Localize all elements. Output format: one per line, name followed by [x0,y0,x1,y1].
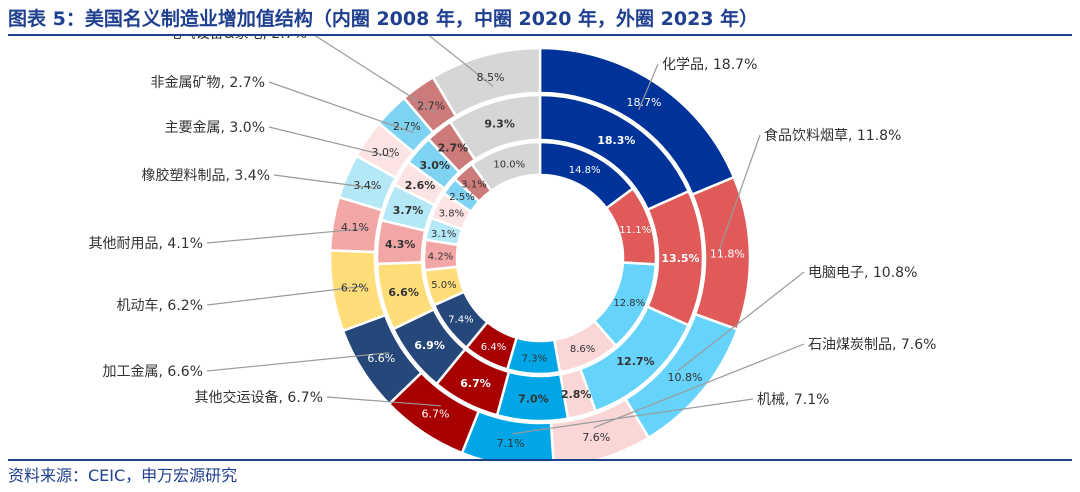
value-label-2023-6: 6.7% [422,408,450,421]
value-label-2020-5: 7.0% [518,392,549,405]
value-label-2023-11: 3.0% [372,146,400,159]
value-label-2023-14: 8.5% [477,71,505,84]
value-label-2020-7: 6.9% [414,339,445,352]
value-label-2008-7: 7.4% [448,314,473,325]
leader-line-12 [268,81,414,134]
category-label-13: 电气设备&家电, 2.7% [168,36,307,42]
value-label-2020-10: 3.7% [393,204,424,217]
leader-line-4 [593,343,805,429]
leader-line-9 [206,228,365,244]
value-label-2008-13: 3.1% [461,180,486,191]
value-label-2020-9: 4.3% [385,238,416,251]
source-note: 资料来源：CEIC，申万宏源研究 [8,466,238,485]
category-label-1: 化学品, 18.7% [662,57,757,73]
category-label-2: 食品饮料烟草, 11.8% [764,127,901,144]
value-label-2023-9: 4.1% [341,221,369,234]
value-label-2008-14: 10.0% [493,159,525,170]
value-label-2020-6: 6.7% [460,377,491,390]
value-label-2008-1: 14.8% [569,165,601,176]
value-label-2008-2: 11.1% [619,225,651,236]
leader-line-1 [638,63,659,111]
source-rule [8,459,1072,461]
value-label-2023-5: 7.1% [497,437,525,450]
leader-line-3 [677,271,805,372]
leader-line-14 [428,36,494,87]
title-rule [8,34,1072,36]
category-label-5: 机械, 7.1% [757,392,829,408]
value-label-2020-12: 3.0% [419,159,450,172]
category-label-7: 加工金属, 6.6% [103,364,203,380]
value-label-2020-11: 2.6% [405,179,436,192]
leader-line-6 [326,396,441,407]
value-label-2023-8: 6.2% [341,282,369,295]
slice-2020-14 [448,93,542,162]
category-label-9: 其他耐用品, 4.1% [89,236,203,252]
leader-line-10 [273,174,377,190]
value-label-2023-4: 7.6% [582,431,610,444]
value-label-2023-13: 2.7% [417,99,445,112]
value-label-2008-10: 3.1% [431,229,456,240]
value-label-2008-5: 7.3% [522,353,547,364]
value-label-2023-3: 10.8% [668,371,703,384]
leader-line-7 [206,352,390,372]
value-label-2023-2: 11.8% [710,248,745,261]
category-label-8: 机动车, 6.2% [117,297,203,314]
value-label-2008-12: 2.5% [449,192,474,203]
slice-2008-14 [470,140,542,193]
donut-chart: 14.8% 11.1% 12.8% 8.6% 7.3% 6.4% 7.4% 5.0% 4.2% 3… [89,36,936,459]
value-label-2023-12: 2.7% [393,120,421,133]
value-label-2008-6: 6.4% [481,342,506,353]
value-label-2020-3: 12.7% [616,355,654,368]
value-label-2020-8: 6.6% [388,286,419,299]
leader-line-2 [717,134,761,254]
value-label-2023-10: 3.4% [353,179,381,192]
chart-title: 图表 5：美国名义制造业增加值结构（内圈 2008 年，中圈 2020 年，外圈… [8,8,759,30]
value-label-2020-14: 9.3% [484,117,515,130]
category-label-10: 橡胶塑料制品, 3.4% [142,167,270,184]
value-label-2008-11: 3.8% [439,209,464,220]
value-label-2008-8: 5.0% [431,280,456,291]
category-label-11: 主要金属, 3.0% [165,120,265,136]
leader-line-13 [314,36,437,114]
category-label-4: 石油煤炭制品, 7.6% [808,337,936,353]
category-label-12: 非金属矿物, 2.7% [151,75,265,91]
value-label-2020-4: 2.8% [561,388,592,401]
value-label-2008-9: 4.2% [428,251,453,262]
leader-line-5 [512,398,754,435]
value-label-2008-3: 12.8% [613,298,645,309]
slice-2023-14 [431,46,542,118]
category-label-6: 其他交运设备, 6.7% [195,389,323,406]
value-label-2023-1: 18.7% [627,96,662,109]
value-label-2008-4: 8.6% [570,344,595,355]
leader-line-8 [206,285,365,306]
value-label-2020-2: 13.5% [661,252,699,265]
value-label-2020-1: 18.3% [597,134,635,147]
value-label-2023-7: 6.6% [367,352,395,365]
value-label-2020-13: 2.7% [438,142,469,155]
leader-line-11 [268,126,394,158]
category-label-3: 电脑电子, 10.8% [808,265,917,281]
